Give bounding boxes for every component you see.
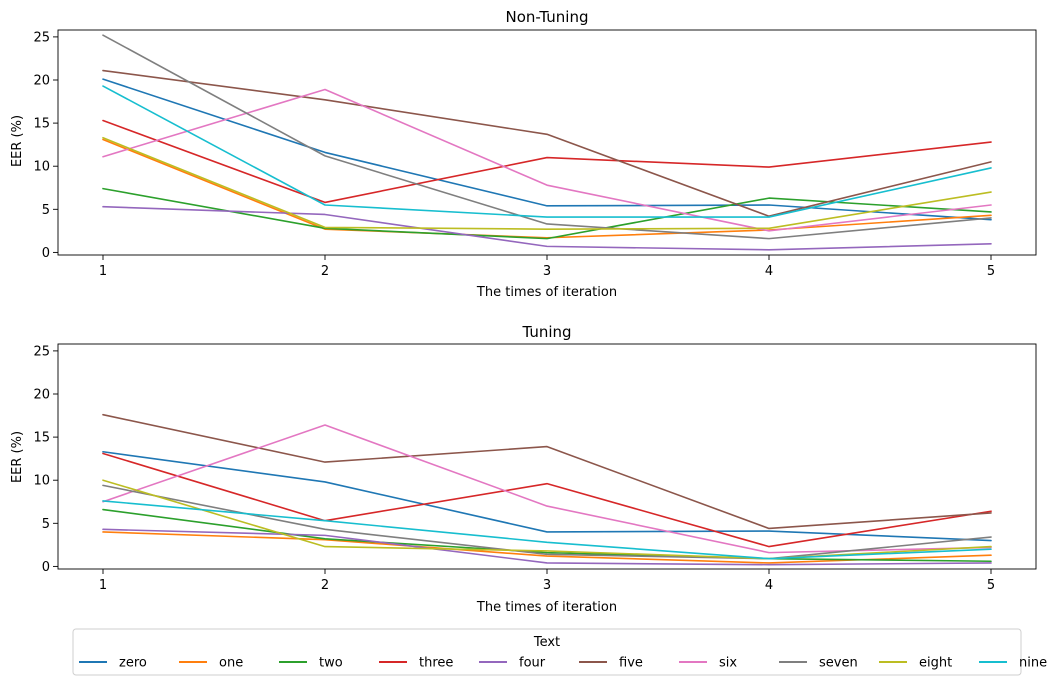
series-lines [102,413,992,566]
legend-label: eight [919,656,952,671]
axis-ticks: 1 2 3 4 5 0 5 10 15 20 25 [33,344,995,593]
series-line-two [102,187,992,240]
x-tick-label: 1 [99,264,107,279]
legend-item-two: two [279,656,343,671]
y-axis-label: EER (%) [10,115,25,167]
x-tick-label: 4 [765,578,773,593]
legend-item-one: one [179,656,243,671]
plot-area-frame [57,343,1037,570]
legend-label: four [519,656,546,671]
legend-item-three: three [379,656,453,671]
legend-label: three [419,656,453,671]
x-tick-label: 2 [321,264,329,279]
series-line-nine [102,500,992,560]
axis-ticks: 1 2 3 4 5 0 5 10 15 20 25 [33,30,995,279]
series-line-seven [102,34,992,240]
chart-non-tuning: Non-Tuning EER (%) The times of iteratio… [10,8,1037,300]
legend-label: seven [819,656,858,671]
chart-title: Tuning [521,323,571,341]
legend-item-eight: eight [879,656,952,671]
series-line-four [102,205,992,251]
y-tick-label: 5 [42,517,50,532]
series-line-eight [102,479,992,560]
chart-tuning: Tuning EER (%) The times of iteration 1 2… [10,323,1037,615]
y-tick-label: 5 [42,203,50,218]
series-line-four [102,528,992,566]
legend-frame [72,628,1022,676]
y-tick-label: 0 [42,560,50,575]
legend-items: zero one two three four five six seven eight nine [79,656,1047,671]
series-line-zero [102,78,992,221]
y-tick-label: 0 [42,246,50,261]
legend-label: two [319,656,343,671]
series-line-two [102,508,992,563]
legend-item-six: six [679,656,737,671]
y-tick-label: 10 [33,160,50,175]
legend-label: one [219,656,243,671]
series-line-one [102,531,992,564]
series-line-five [102,69,992,218]
x-tick-label: 2 [321,578,329,593]
x-axis-label: The times of iteration [476,600,617,615]
legend-label: zero [119,656,147,671]
legend-item-seven: seven [779,656,858,671]
y-tick-label: 10 [33,474,50,489]
legend-item-four: four [479,656,546,671]
series-line-three [102,452,992,548]
y-tick-label: 25 [33,30,50,45]
chart-title: Non-Tuning [505,8,588,26]
series-lines [102,34,992,251]
plot-area-frame [57,29,1037,256]
series-line-six [102,88,992,232]
series-line-eight [102,136,992,230]
x-tick-label: 4 [765,264,773,279]
legend-label: nine [1019,656,1047,671]
x-axis-label: The times of iteration [476,285,617,300]
y-axis-label: EER (%) [10,431,25,483]
y-tick-label: 25 [33,344,50,359]
legend-item-nine: nine [979,656,1047,671]
legend-item-five: five [579,656,643,671]
legend-label: six [719,656,737,671]
series-line-five [102,413,992,530]
legend-item-zero: zero [79,656,147,671]
x-tick-label: 3 [543,264,551,279]
x-tick-label: 5 [987,578,995,593]
y-tick-label: 15 [33,431,50,446]
legend-label: five [619,656,643,671]
x-tick-label: 1 [99,578,107,593]
x-tick-label: 3 [543,578,551,593]
legend-title: Text [533,635,560,650]
y-tick-label: 15 [33,117,50,132]
legend: Text zero one two three four five six seven eigh… [72,628,1047,676]
series-line-one [102,138,992,239]
x-tick-label: 5 [987,264,995,279]
series-line-nine [102,85,992,218]
y-tick-label: 20 [33,388,50,403]
y-tick-label: 20 [33,74,50,89]
series-line-three [102,119,992,204]
